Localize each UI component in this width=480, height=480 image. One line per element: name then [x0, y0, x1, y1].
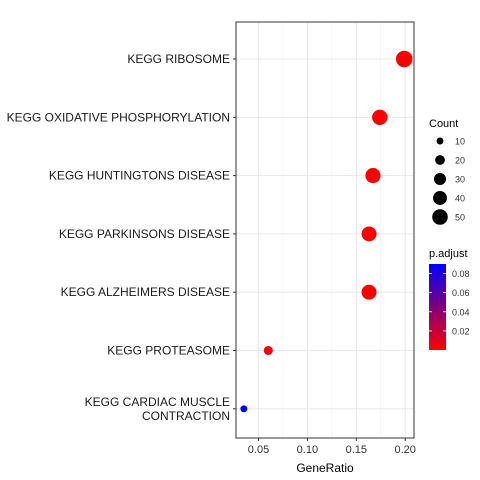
size-legend-key [433, 191, 447, 205]
size-legend-label: 40 [455, 194, 465, 204]
size-legend-title: Count [429, 118, 458, 130]
panel-border [235, 21, 415, 439]
data-point [372, 109, 388, 126]
data-point [361, 226, 377, 242]
size-legend-key [435, 155, 445, 165]
data-point [240, 405, 248, 413]
size-legend-key [436, 137, 444, 145]
category-label: KEGG PARKINSONS DISEASE [59, 227, 230, 241]
size-legend-label: 50 [455, 213, 465, 223]
size-legend-label: 10 [455, 137, 465, 147]
data-point [365, 168, 381, 184]
size-legend-key [433, 172, 447, 186]
category-label: CONTRACTION [142, 409, 230, 423]
x-tick-label: 0.20 [394, 444, 415, 456]
color-legend-label: 0.08 [452, 269, 470, 279]
x-axis-title: GeneRatio [296, 461, 354, 475]
category-label: KEGG CARDIAC MUSCLE [85, 395, 230, 409]
color-legend-label: 0.06 [452, 288, 470, 298]
category-label: KEGG OXIDATIVE PHOSPHORYLATION [7, 110, 230, 124]
plot-area: KEGG RIBOSOME KEGG OXIDATIVE PHOSPHORYLAT… [7, 21, 416, 475]
color-legend-bar [429, 264, 446, 350]
data-point [361, 284, 377, 300]
panel-background [236, 22, 414, 438]
category-label: KEGG ALZHEIMERS DISEASE [61, 285, 230, 299]
legend-area: Count 10 20 30 40 50 p.adjust 0.02 0.04 0.06 0.08 [429, 118, 470, 350]
category-label: KEGG HUNTINGTONS DISEASE [49, 169, 230, 183]
color-legend-title: p.adjust [429, 248, 468, 260]
color-legend-label: 0.02 [452, 326, 470, 336]
x-tick-label: 0.05 [248, 444, 269, 456]
size-legend-label: 30 [455, 175, 465, 185]
x-tick-label: 0.15 [346, 444, 367, 456]
color-legend-label: 0.04 [452, 307, 470, 317]
x-tick-label: 0.10 [297, 444, 318, 456]
data-point [263, 345, 273, 356]
category-label: KEGG PROTEASOME [107, 344, 230, 358]
category-label: KEGG RIBOSOME [127, 52, 230, 66]
data-point [395, 50, 413, 68]
size-legend-label: 20 [455, 156, 465, 166]
size-legend-key [432, 209, 448, 225]
